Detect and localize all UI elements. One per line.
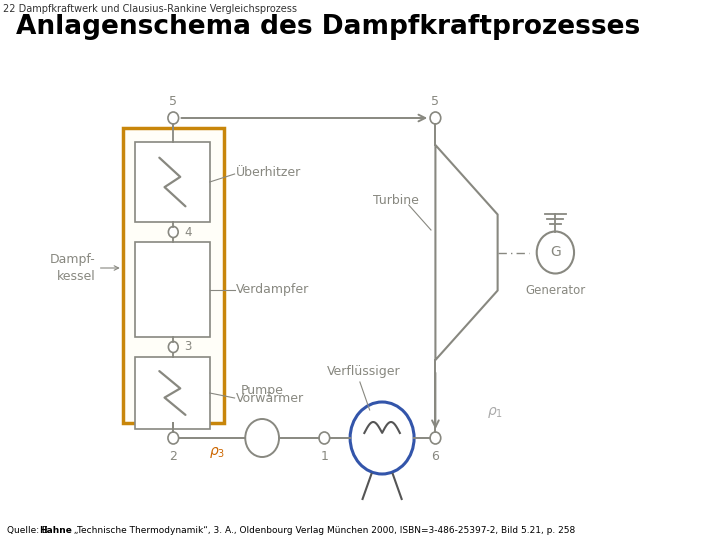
Text: Überhitzer: Überhitzer [236,166,302,179]
Circle shape [350,402,414,474]
Text: $\it{\rho}_3$: $\it{\rho}_3$ [209,444,225,460]
Text: 2: 2 [169,450,177,463]
Text: Verdampfer: Verdampfer [236,283,310,296]
Circle shape [168,341,178,353]
Circle shape [319,432,330,444]
Bar [135,142,210,222]
Text: Generator: Generator [526,284,585,296]
Text: 3: 3 [184,341,192,354]
Text: 5: 5 [431,95,439,108]
Text: Vorwärmer: Vorwärmer [236,393,305,406]
Text: Verflüssiger: Verflüssiger [327,365,400,378]
Text: G: G [550,246,561,260]
Circle shape [168,112,179,124]
Circle shape [168,432,179,444]
Text: Turbine: Turbine [373,193,419,206]
Bar [122,128,224,423]
Circle shape [430,112,441,124]
Text: Quelle: E.: Quelle: E. [7,526,53,535]
Text: Hahne: Hahne [39,526,72,535]
Text: $\it{\rho}_1$: $\it{\rho}_1$ [487,404,503,420]
Text: 5: 5 [169,95,177,108]
Bar [135,242,210,337]
Text: Anlagenschema des Dampfkraftprozesses: Anlagenschema des Dampfkraftprozesses [16,14,640,40]
Circle shape [430,432,441,444]
Text: Pumpe: Pumpe [240,384,284,397]
Text: Dampf-
kessel: Dampf- kessel [50,253,96,282]
Text: 22 Dampfkraftwerk und Clausius-Rankine Vergleichsprozess: 22 Dampfkraftwerk und Clausius-Rankine V… [3,4,297,14]
Bar [135,357,210,429]
Text: 6: 6 [431,450,439,463]
Circle shape [246,419,279,457]
Text: : „Technische Thermodynamik“, 3. A., Oldenbourg Verlag München 2000, ISBN=3-486-: : „Technische Thermodynamik“, 3. A., Old… [68,526,576,535]
Text: 1: 1 [320,450,328,463]
Circle shape [536,232,574,273]
Text: 4: 4 [184,226,192,239]
Circle shape [168,226,178,238]
Polygon shape [436,145,498,360]
